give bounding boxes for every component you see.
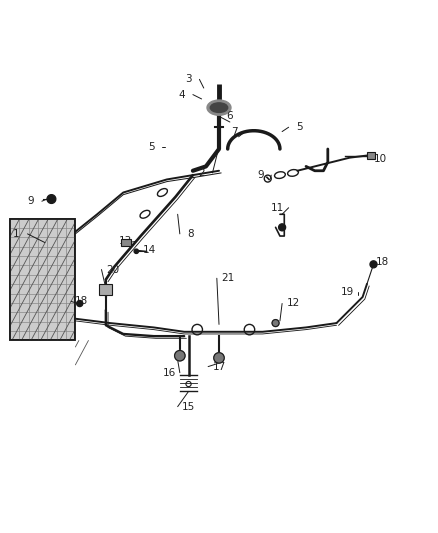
Text: 5: 5 (148, 142, 155, 152)
Text: 21: 21 (221, 273, 234, 283)
Text: 5: 5 (296, 122, 303, 132)
Text: 18: 18 (375, 257, 389, 267)
Circle shape (370, 261, 377, 268)
Text: 20: 20 (106, 264, 119, 274)
Text: 13: 13 (119, 236, 132, 246)
Text: 14: 14 (143, 245, 156, 255)
Text: 8: 8 (187, 229, 194, 239)
FancyBboxPatch shape (121, 239, 131, 246)
Text: 9: 9 (28, 196, 34, 206)
Text: 10: 10 (374, 154, 387, 164)
Text: 7: 7 (231, 126, 237, 136)
Text: 11: 11 (271, 203, 284, 213)
Text: 16: 16 (162, 368, 176, 378)
Text: 9: 9 (257, 170, 264, 180)
Text: 6: 6 (226, 111, 233, 122)
Wedge shape (47, 195, 56, 204)
Text: 3: 3 (185, 75, 192, 84)
Circle shape (214, 353, 224, 363)
FancyBboxPatch shape (10, 219, 75, 341)
Circle shape (175, 351, 185, 361)
Text: 19: 19 (341, 287, 354, 297)
FancyBboxPatch shape (99, 284, 113, 295)
Text: 17: 17 (212, 361, 226, 372)
Circle shape (279, 224, 286, 231)
FancyBboxPatch shape (367, 152, 375, 158)
Ellipse shape (210, 103, 228, 112)
Text: 12: 12 (286, 298, 300, 309)
Bar (10, 219, 75, 341)
Text: 15: 15 (182, 402, 195, 411)
Ellipse shape (207, 100, 231, 115)
Text: 18: 18 (75, 296, 88, 306)
Text: 1: 1 (13, 229, 20, 239)
Circle shape (77, 301, 83, 306)
Text: 4: 4 (179, 90, 185, 100)
Circle shape (134, 249, 138, 254)
Circle shape (272, 320, 279, 327)
Text: 2: 2 (198, 168, 205, 178)
